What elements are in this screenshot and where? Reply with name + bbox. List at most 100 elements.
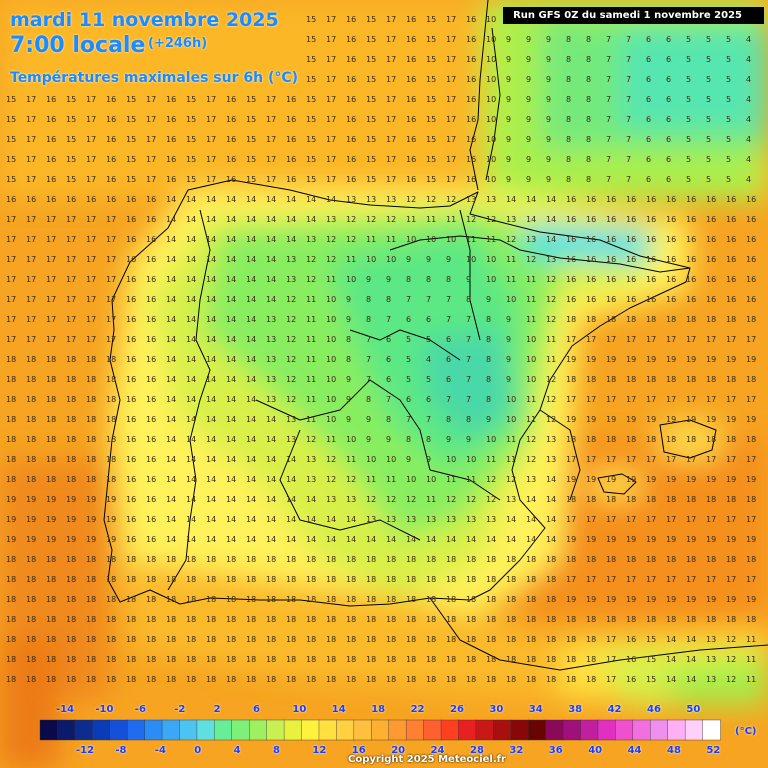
legend-color-swatch: [545, 719, 564, 741]
grid-value: 14: [526, 535, 536, 544]
grid-value: 17: [146, 175, 156, 184]
grid-value: 11: [526, 295, 536, 304]
grid-value: 18: [686, 495, 696, 504]
grid-value: 8: [586, 175, 591, 184]
grid-value: 17: [266, 95, 276, 104]
grid-value: 16: [466, 155, 476, 164]
grid-value: 6: [386, 375, 391, 384]
grid-value: 18: [566, 375, 576, 384]
grid-value: 18: [286, 635, 296, 644]
grid-value: 16: [146, 535, 156, 544]
grid-value: 17: [566, 455, 576, 464]
grid-value: 13: [306, 475, 316, 484]
grid-value: 17: [446, 35, 456, 44]
grid-value: 18: [106, 355, 116, 364]
grid-value: 18: [406, 595, 416, 604]
grid-value: 15: [186, 175, 196, 184]
grid-value: 15: [186, 135, 196, 144]
grid-value: 8: [446, 275, 451, 284]
legend-tick-label: 24: [430, 745, 445, 756]
grid-value: 7: [366, 375, 371, 384]
grid-value: 14: [266, 275, 276, 284]
grid-value: 14: [266, 495, 276, 504]
grid-value: 16: [726, 195, 736, 204]
grid-value: 16: [606, 235, 616, 244]
grid-value: 19: [726, 475, 736, 484]
grid-value: 14: [286, 455, 296, 464]
grid-value: 17: [26, 95, 36, 104]
grid-value: 13: [366, 195, 376, 204]
grid-value: 17: [726, 455, 736, 464]
grid-value: 18: [226, 635, 236, 644]
grid-value: 17: [626, 575, 636, 584]
grid-value: 18: [146, 635, 156, 644]
grid-value: 18: [86, 415, 96, 424]
grid-value: 4: [746, 55, 751, 64]
grid-value: 13: [286, 255, 296, 264]
grid-value: 10: [486, 155, 496, 164]
grid-value: 9: [346, 415, 351, 424]
legend-color-swatch: [423, 719, 442, 741]
grid-value: 17: [746, 455, 756, 464]
grid-value: 14: [526, 495, 536, 504]
grid-value: 17: [686, 515, 696, 524]
grid-value: 11: [366, 475, 376, 484]
legend-color-swatch: [458, 719, 477, 741]
grid-value: 18: [46, 555, 56, 564]
grid-value: 11: [526, 415, 536, 424]
legend-color-swatch: [528, 719, 547, 741]
grid-value: 15: [66, 95, 76, 104]
grid-value: 8: [586, 135, 591, 144]
grid-value: 13: [406, 515, 416, 524]
grid-value: 9: [486, 295, 491, 304]
grid-value: 14: [266, 475, 276, 484]
grid-value: 18: [246, 595, 256, 604]
grid-value: 5: [426, 335, 431, 344]
grid-value: 9: [466, 275, 471, 284]
grid-value: 16: [146, 335, 156, 344]
grid-value: 18: [426, 675, 436, 684]
grid-value: 6: [426, 395, 431, 404]
legend-color-swatch: [301, 719, 320, 741]
legend-tick-label: -10: [95, 704, 114, 715]
grid-value: 18: [166, 615, 176, 624]
grid-value: 14: [246, 215, 256, 224]
grid-value: 19: [586, 535, 596, 544]
grid-value: 14: [266, 515, 276, 524]
grid-value: 16: [126, 315, 136, 324]
grid-value: 14: [306, 515, 316, 524]
grid-value: 17: [746, 395, 756, 404]
grid-value: 17: [606, 335, 616, 344]
grid-value: 4: [426, 355, 431, 364]
grid-value: 17: [666, 575, 676, 584]
grid-value: 5: [726, 75, 731, 84]
legend-color-swatch: [283, 719, 303, 741]
grid-value: 18: [106, 415, 116, 424]
grid-value: 14: [326, 535, 336, 544]
grid-value: 14: [206, 415, 216, 424]
grid-value: 18: [86, 395, 96, 404]
grid-value: 17: [446, 115, 456, 124]
grid-value: 16: [126, 375, 136, 384]
grid-value: 18: [326, 675, 336, 684]
grid-value: 18: [386, 675, 396, 684]
grid-value: 16: [346, 175, 356, 184]
grid-value: 18: [706, 615, 716, 624]
grid-value: 19: [646, 415, 656, 424]
grid-value: 18: [186, 575, 196, 584]
grid-value: 7: [606, 135, 611, 144]
legend-unit: (°C): [735, 726, 757, 737]
grid-value: 17: [586, 335, 596, 344]
grid-value: 6: [666, 115, 671, 124]
grid-value: 18: [86, 615, 96, 624]
grid-value: 18: [746, 375, 756, 384]
grid-value: 7: [466, 315, 471, 324]
grid-value: 14: [186, 375, 196, 384]
grid-value: 18: [186, 675, 196, 684]
grid-value: 12: [406, 195, 416, 204]
legend-tick-label: 10: [292, 704, 307, 715]
grid-value: 18: [126, 675, 136, 684]
grid-value: 5: [686, 175, 691, 184]
grid-value: 15: [306, 35, 316, 44]
grid-value: 19: [86, 535, 96, 544]
